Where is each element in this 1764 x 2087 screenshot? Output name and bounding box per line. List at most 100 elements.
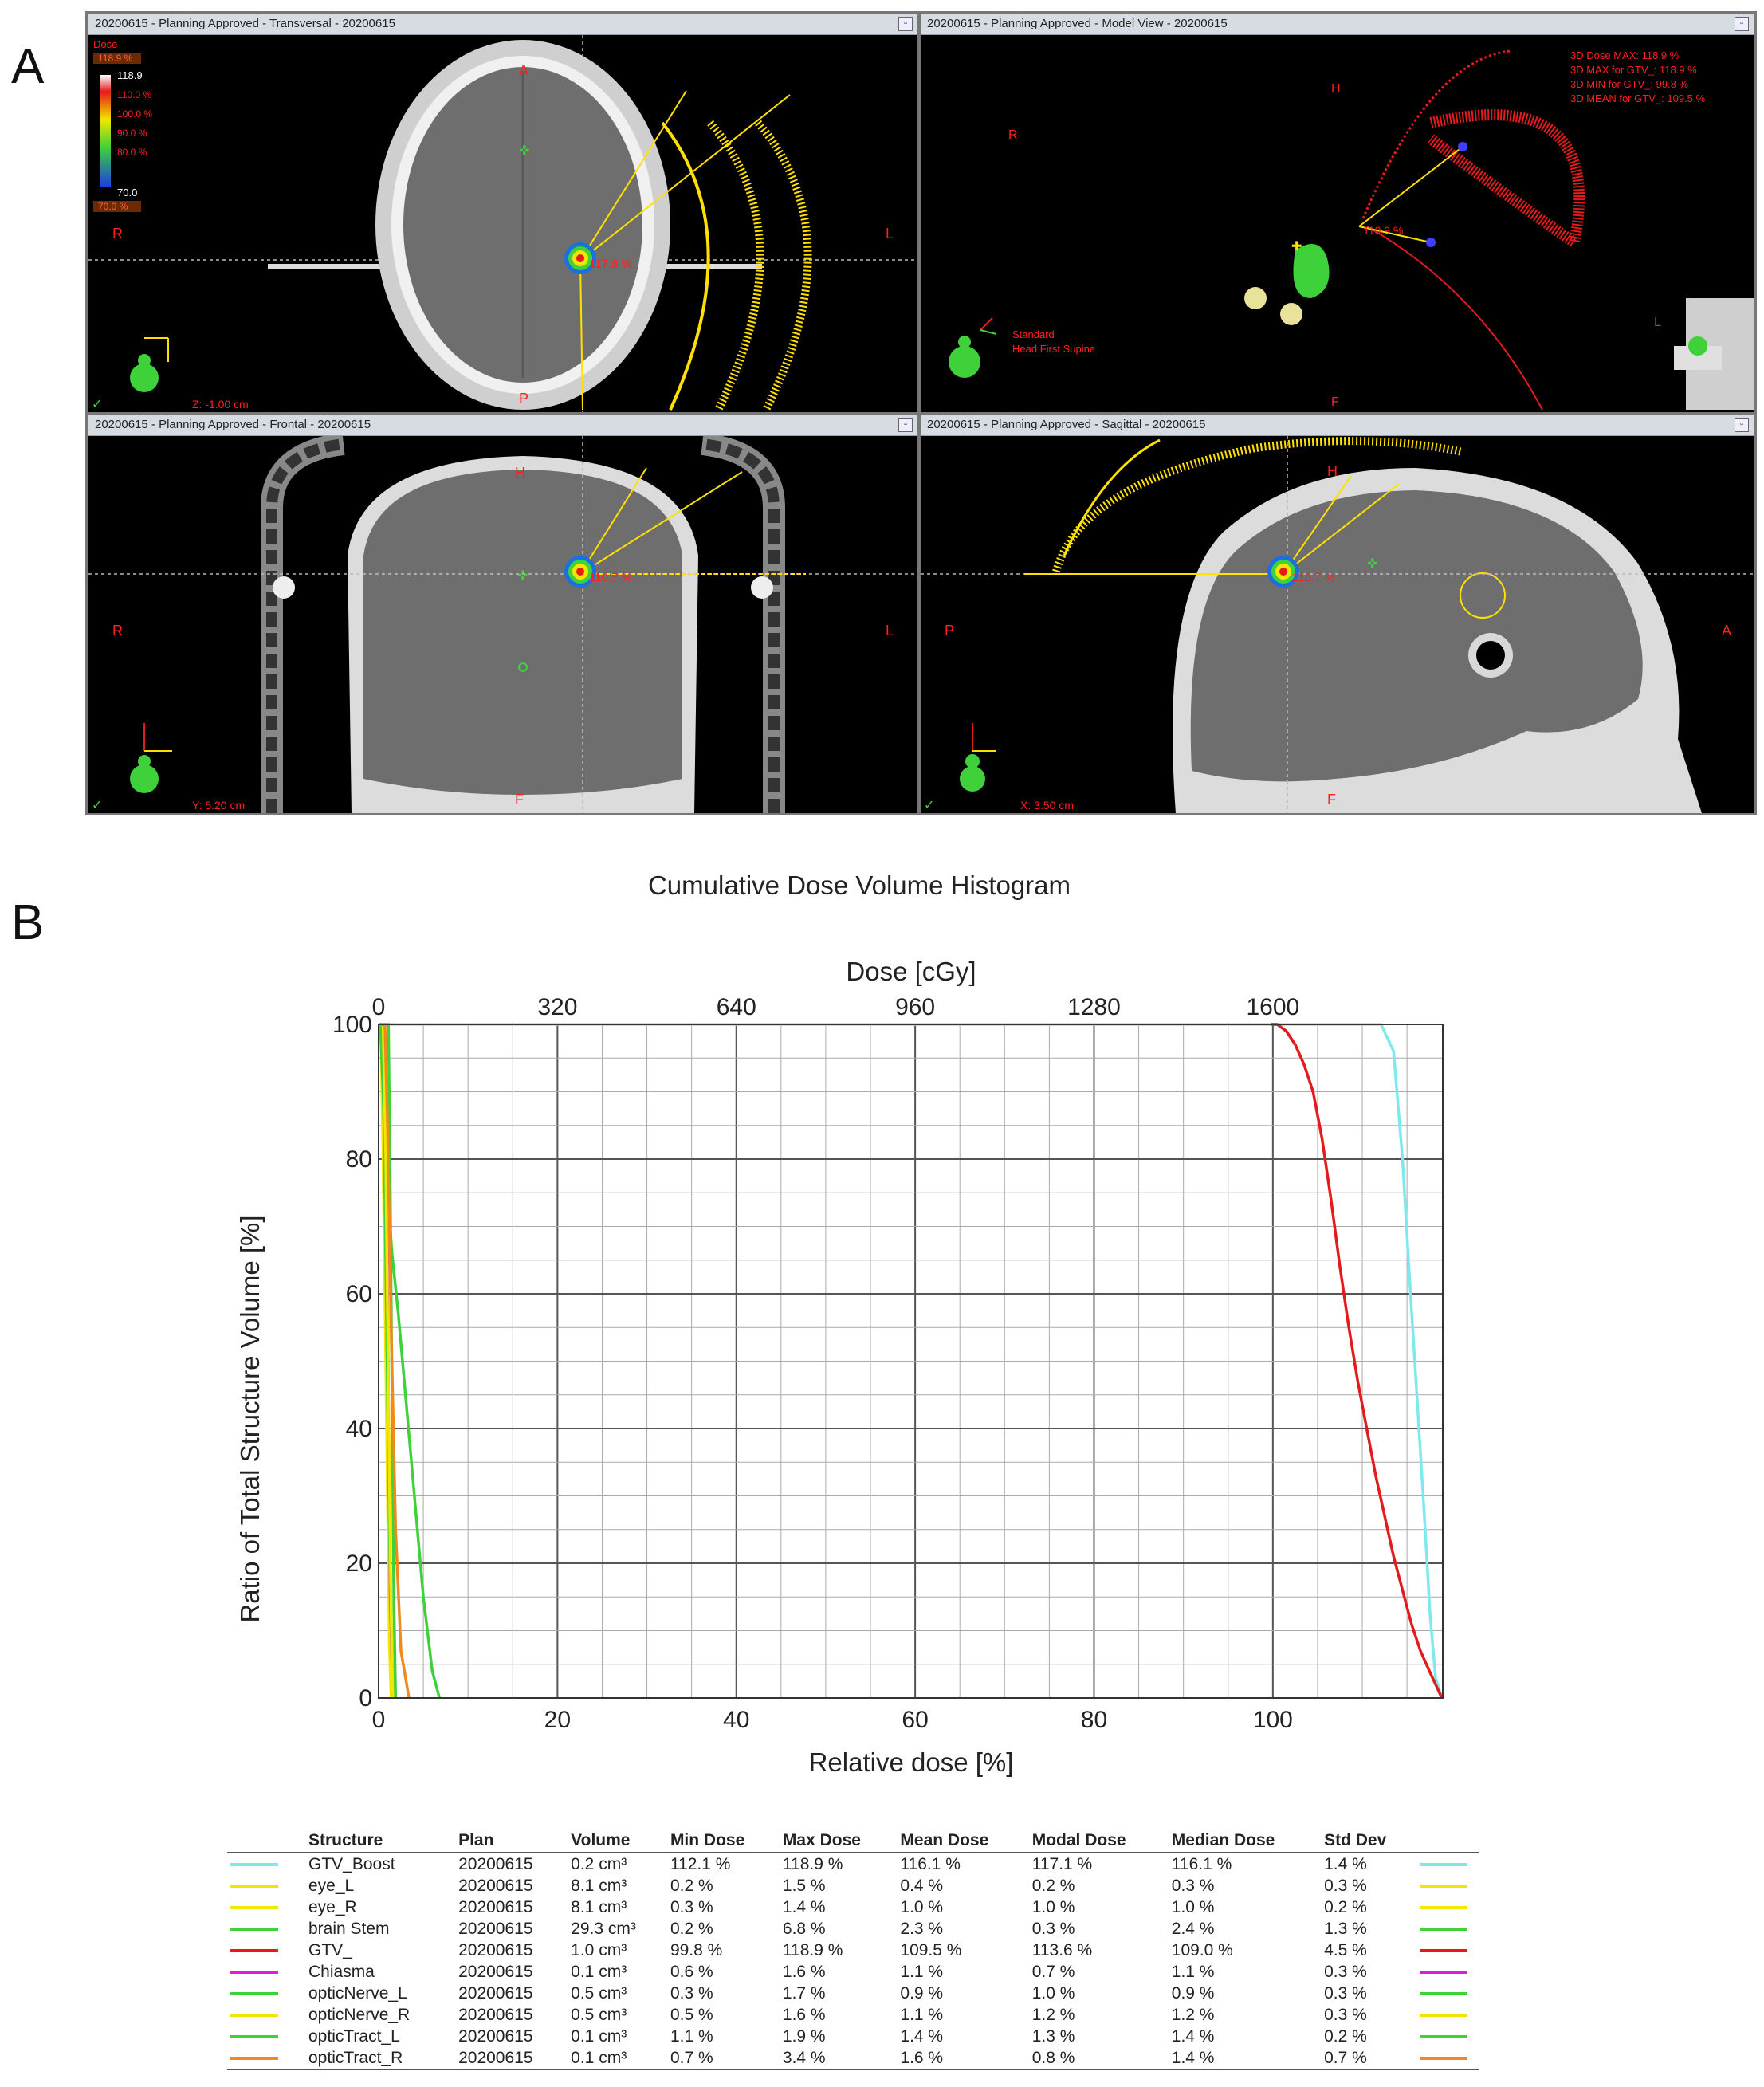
table-cell: 20200615 <box>458 1897 533 1916</box>
table-cell: GTV_ <box>308 1940 352 1959</box>
table-cell: 1.1 % <box>670 2026 713 2046</box>
table-row: Chiasma 20200615 0.1 cm³ 0.6 % 1.6 % 1.1 % 0.7… <box>227 1961 1479 1983</box>
series-color-swatch <box>1416 1983 1479 2004</box>
table-row: opticNerve_R 20200615 0.5 cm³ 0.5 % 1.6 % 1.1… <box>227 2004 1479 2026</box>
x2-tick-label: 1280 <box>1067 994 1121 1020</box>
svg-text:3D Dose MAX: 118.9 %: 3D Dose MAX: 118.9 % <box>1570 49 1680 61</box>
maximize-icon[interactable]: ▫ <box>898 418 913 432</box>
series-color-swatch <box>1416 2047 1479 2070</box>
orient-right: A <box>1722 623 1731 639</box>
column-header: Min Dose <box>666 1830 780 1853</box>
sagittal-view[interactable]: 20200615 - Planning Approved - Sagittal … <box>921 415 1754 813</box>
table-cell: 20200615 <box>458 1876 533 1895</box>
svg-text:118.9: 118.9 <box>117 69 143 81</box>
dose-color-legend: Dose 118.9 % 118.9 110.0 % 100.0 % 90.0 … <box>93 38 152 212</box>
table-cell: 20200615 <box>458 1983 533 2002</box>
color-swatch <box>1420 2013 1467 2017</box>
table-cell: 0.5 % <box>670 2005 713 2024</box>
svg-text:✜: ✜ <box>1367 557 1377 571</box>
table-cell: 20200615 <box>458 1962 533 1981</box>
table-cell: 8.1 cm³ <box>571 1876 627 1895</box>
frontal-view-titlebar: 20200615 - Planning Approved - Frontal -… <box>88 415 917 436</box>
color-swatch <box>230 1905 278 1909</box>
table-cell: 1.6 % <box>897 2047 1029 2070</box>
table-cell: 1.0 % <box>1031 1983 1075 2002</box>
table-cell: 1.0 % <box>1171 1897 1215 1916</box>
svg-text:90.0 %: 90.0 % <box>117 128 147 139</box>
svg-text:3D MAX for GTV_: 118.9 %: 3D MAX for GTV_: 118.9 % <box>1570 64 1697 76</box>
x-tick-label: 0 <box>372 1707 386 1733</box>
series-color-swatch <box>1416 1875 1479 1896</box>
table-cell: 20200615 <box>458 2005 533 2024</box>
treatment-couch-icon <box>1674 298 1754 410</box>
table-cell: 3.4 % <box>779 2047 898 2070</box>
maximize-icon[interactable]: ▫ <box>1735 418 1749 432</box>
x-tick-label: 80 <box>1081 1707 1107 1733</box>
series-color-swatch <box>1416 1853 1479 1875</box>
patient-orientation-icon <box>960 723 996 792</box>
table-cell: 1.4 % <box>1168 2047 1322 2070</box>
y-tick-label: 80 <box>346 1146 372 1173</box>
model-view[interactable]: 20200615 - Planning Approved - Model Vie… <box>921 14 1754 412</box>
series-color-swatch <box>227 2026 305 2047</box>
table-cell: brain Stem <box>308 1919 390 1938</box>
maximize-icon[interactable]: ▫ <box>1735 17 1749 31</box>
color-swatch <box>230 1884 278 1888</box>
table-cell: 116.1 % <box>900 1854 961 1873</box>
column-header: Max Dose <box>779 1830 898 1853</box>
frontal-image: ✜ 110.7 % H F R L Y: 5.20 cm ✓ <box>88 436 917 813</box>
color-column-header <box>227 1830 305 1853</box>
table-cell: 0.2 % <box>1324 2026 1367 2046</box>
table-cell: 0.2 % <box>670 1876 713 1895</box>
table-cell: 1.0 cm³ <box>571 1940 627 1959</box>
color-swatch <box>230 1991 278 1995</box>
orient-top: H <box>1331 82 1341 96</box>
table-cell: 0.8 % <box>1028 2047 1169 2070</box>
check-icon: ✓ <box>92 799 102 812</box>
color-swatch <box>1420 1927 1467 1931</box>
series-color-swatch <box>227 1896 305 1918</box>
series-color-swatch <box>1416 1961 1479 1983</box>
table-cell: 0.7 % <box>1321 2047 1416 2070</box>
table-cell: 0.7 % <box>1031 1962 1075 1981</box>
table-cell: 2.3 % <box>900 1919 944 1938</box>
x-tick-label: 40 <box>723 1707 749 1733</box>
color-column-header <box>1416 1830 1479 1853</box>
dose-point-label: 110.9 % <box>1363 224 1403 237</box>
color-swatch <box>1420 2056 1467 2060</box>
table-row: eye_R 20200615 8.1 cm³ 0.3 % 1.4 % 1.0 % 1.0 %… <box>227 1896 1479 1918</box>
model-view-dose-stats: 3D Dose MAX: 118.9 % 3D MAX for GTV_: 11… <box>1570 49 1706 104</box>
table-cell: 0.2 cm³ <box>571 1854 627 1873</box>
table-cell: 0.3 % <box>1171 1876 1215 1895</box>
transversal-view-titlebar: 20200615 - Planning Approved - Transvers… <box>88 14 917 35</box>
series-color-swatch <box>227 1983 305 2004</box>
frontal-view[interactable]: 20200615 - Planning Approved - Frontal -… <box>88 415 917 813</box>
x-tick-label: 60 <box>902 1707 928 1733</box>
series-color-swatch <box>227 1940 305 1961</box>
svg-text:100.0 %: 100.0 % <box>117 108 152 120</box>
table-cell: 117.1 % <box>1031 1854 1093 1873</box>
view-title: 20200615 - Planning Approved - Sagittal … <box>927 418 1206 431</box>
table-cell: 1.0 % <box>1031 1897 1075 1916</box>
maximize-icon[interactable]: ▫ <box>898 17 913 31</box>
table-row: opticTract_R 20200615 0.1 cm³ 0.7 % 3.4 % 1.6… <box>227 2047 1479 2070</box>
table-cell: 1.1 % <box>900 1962 944 1981</box>
column-header: Modal Dose <box>1028 1830 1169 1853</box>
table-cell: 0.6 % <box>670 1962 713 1981</box>
table-cell: 1.3 % <box>1031 2026 1075 2046</box>
x2-tick-label: 1600 <box>1246 994 1299 1020</box>
series-color-swatch <box>227 1961 305 1983</box>
table-cell: 1.7 % <box>782 1983 826 2002</box>
table-cell: 20200615 <box>458 1940 533 1959</box>
orient-left: P <box>945 623 954 639</box>
table-cell: opticNerve_L <box>308 1983 407 2002</box>
color-swatch <box>1420 1862 1467 1866</box>
table-cell: 20200615 <box>455 2047 568 2070</box>
series-color-swatch <box>227 2004 305 2026</box>
transversal-view[interactable]: 20200615 - Planning Approved - Transvers… <box>88 14 917 412</box>
table-cell: 0.3 % <box>1324 2005 1367 2024</box>
orient-left: R <box>112 623 123 639</box>
color-swatch <box>230 1948 278 1952</box>
y-tick-label: 100 <box>332 1012 372 1038</box>
